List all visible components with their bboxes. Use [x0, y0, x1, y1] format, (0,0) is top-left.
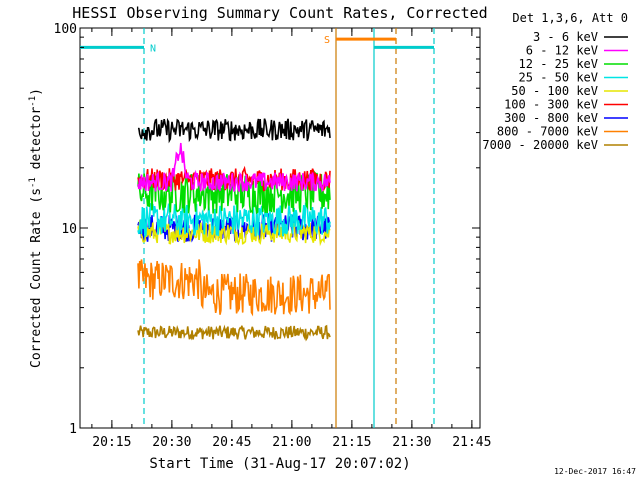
x-tick-label: 20:45: [212, 435, 251, 450]
legend-label: 25 - 50 keV: [519, 71, 598, 85]
legend-label: 6 - 12 keV: [526, 44, 598, 58]
legend-title: Det 1,3,6, Att 0: [512, 11, 628, 25]
y-axis-label-sup1: -1: [28, 177, 38, 188]
x-tick-label: 20:30: [152, 435, 191, 450]
flag-label: S: [324, 35, 330, 46]
y-tick-label: 1: [69, 422, 77, 437]
x-tick-label: 21:15: [332, 435, 371, 450]
x-tick-label: 20:15: [92, 435, 131, 450]
series-trace: [137, 259, 331, 317]
flag-label: N: [150, 43, 156, 54]
chart-title: HESSI Observing Summary Count Rates, Cor…: [72, 4, 487, 22]
legend-label: 3 - 6 keV: [533, 30, 598, 44]
x-tick-label: 21:00: [272, 435, 311, 450]
legend-label: 50 - 100 keV: [511, 84, 598, 98]
legend-label: 100 - 300 keV: [504, 98, 598, 112]
y-axis: 1 10 100: [54, 22, 480, 437]
y-axis-label-sup2: -1: [28, 96, 38, 107]
y-axis-label-mid: detector: [29, 107, 44, 178]
y-axis-label-main: Corrected Count Rate (s: [29, 188, 44, 368]
x-tick-label: 21:45: [452, 435, 491, 450]
y-axis-label: Corrected Count Rate (s-1 detector-1): [28, 88, 44, 368]
legend-label: 7000 - 20000 keV: [482, 138, 598, 152]
legend-label: 300 - 800 keV: [504, 111, 598, 125]
plot-area: NS: [80, 28, 435, 428]
footer-date: 12-Dec-2017 16:47: [554, 467, 636, 476]
x-tick-label: 21:30: [392, 435, 431, 450]
legend-label: 800 - 7000 keV: [497, 125, 598, 139]
x-axis: 20:15 20:30 20:45 21:00 21:15 21:30 21:45: [91, 28, 491, 450]
y-axis-label-end: ): [29, 88, 44, 96]
series-trace: [137, 202, 331, 238]
legend-label: 12 - 25 keV: [519, 57, 598, 71]
series-trace: [137, 324, 331, 342]
x-axis-label: Start Time (31-Aug-17 20:07:02): [149, 456, 410, 472]
y-tick-label: 10: [61, 222, 77, 237]
y-tick-label: 100: [54, 22, 77, 37]
series-trace: [137, 117, 331, 144]
series-trace: [137, 142, 331, 193]
